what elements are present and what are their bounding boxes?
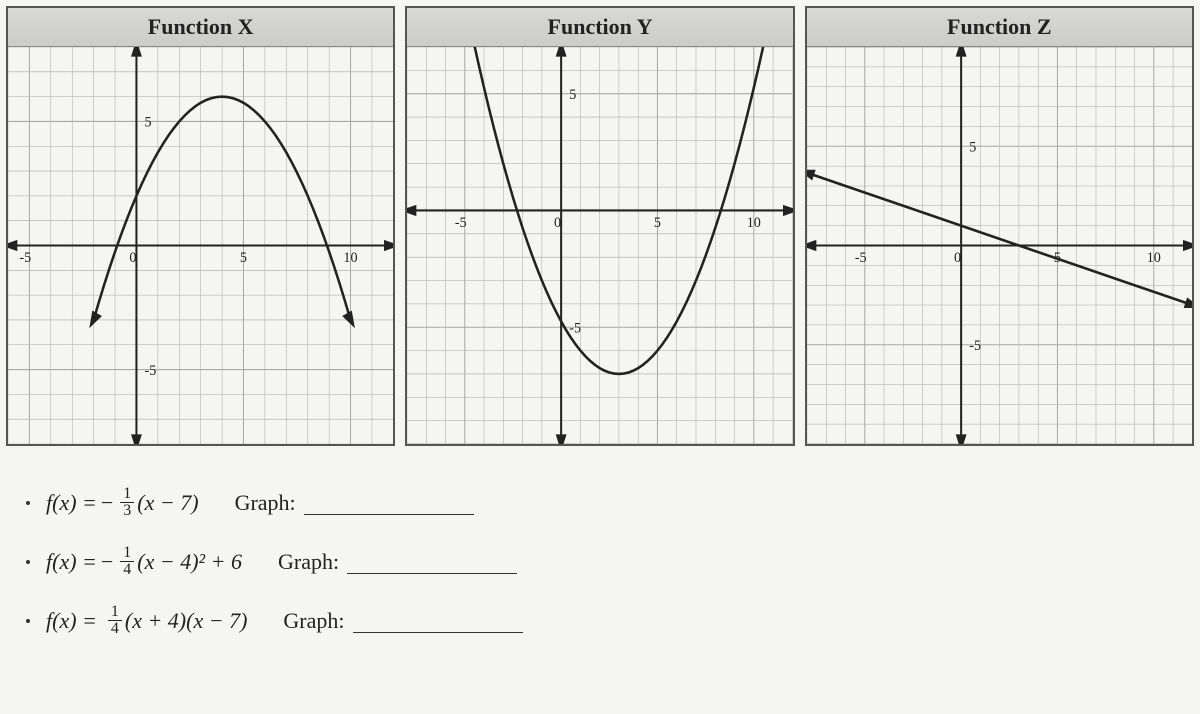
svg-text:5: 5	[240, 250, 247, 266]
eq-sign: −	[101, 549, 113, 575]
graph-label: Graph:	[278, 549, 339, 575]
svg-text:5: 5	[570, 87, 577, 103]
fraction: 1 3	[120, 486, 134, 519]
bullet	[26, 560, 30, 564]
svg-text:-5: -5	[854, 250, 866, 266]
graph-svg: -5 0 5 10 -5 5	[8, 47, 393, 444]
graph-label: Graph:	[283, 608, 344, 634]
frac-den: 3	[120, 503, 134, 519]
graph-body: -5 0 5 10 -5 5	[407, 47, 792, 444]
graph-svg: -50510-55	[807, 47, 1192, 444]
bullet	[26, 619, 30, 623]
panel-header: Function X	[8, 8, 393, 47]
eq-tail: (x − 4)² + 6	[137, 549, 242, 575]
frac-num: 1	[108, 604, 122, 621]
svg-text:10: 10	[1146, 250, 1160, 266]
equation-row: f(x) = 1 4 (x + 4)(x − 7) Graph:	[26, 604, 1194, 637]
graph-panel-2: Function Z-50510-55	[805, 6, 1194, 446]
graphs-row: Function X-50510-55Function Y-50510-55Fu…	[6, 6, 1194, 446]
eq-lhs: f(x) =	[46, 490, 97, 516]
eq-sign: −	[101, 490, 113, 516]
answer-blank-2[interactable]	[347, 549, 517, 573]
frac-num: 1	[120, 545, 134, 562]
frac-num: 1	[120, 486, 134, 503]
svg-text:-5: -5	[145, 363, 157, 379]
equation-row: f(x) = − 1 3 (x − 7) Graph:	[26, 486, 1194, 519]
equations-block: f(x) = − 1 3 (x − 7) Graph: f(x) = − 1 4…	[6, 486, 1194, 637]
frac-den: 4	[108, 621, 122, 637]
svg-text:10: 10	[747, 215, 761, 231]
svg-text:10: 10	[343, 250, 357, 266]
svg-text:5: 5	[969, 139, 976, 155]
fraction: 1 4	[120, 545, 134, 578]
answer-blank-1[interactable]	[304, 490, 474, 514]
svg-text:-5: -5	[570, 320, 582, 336]
svg-text:0: 0	[954, 250, 961, 266]
svg-text:0: 0	[554, 215, 561, 231]
panel-header: Function Y	[407, 8, 792, 47]
equation-2: f(x) = − 1 4 (x − 4)² + 6	[46, 545, 242, 578]
equation-1: f(x) = − 1 3 (x − 7)	[46, 486, 199, 519]
eq-lhs: f(x) =	[46, 549, 97, 575]
panel-header: Function Z	[807, 8, 1192, 47]
eq-tail: (x − 7)	[137, 490, 198, 516]
graph-body: -5 0 5 10 -5 5	[8, 47, 393, 444]
answer-blank-3[interactable]	[353, 608, 523, 632]
bullet	[26, 501, 30, 505]
graph-panel-0: Function X -5 0 5 10 -5 5	[6, 6, 395, 446]
svg-text:0: 0	[129, 250, 136, 266]
graph-label: Graph:	[235, 490, 296, 516]
svg-text:5: 5	[654, 215, 661, 231]
equation-3: f(x) = 1 4 (x + 4)(x − 7)	[46, 604, 247, 637]
svg-text:-5: -5	[455, 215, 467, 231]
graph-svg: -5 0 5 10 -5 5	[407, 47, 792, 444]
equation-row: f(x) = − 1 4 (x − 4)² + 6 Graph:	[26, 545, 1194, 578]
svg-text:-5: -5	[969, 338, 981, 354]
fraction: 1 4	[108, 604, 122, 637]
svg-text:5: 5	[145, 114, 152, 130]
frac-den: 4	[120, 562, 134, 578]
graph-panel-1: Function Y -5 0 5 10 -5 5	[405, 6, 794, 446]
graph-body: -50510-55	[807, 47, 1192, 444]
eq-tail: (x + 4)(x − 7)	[125, 608, 248, 634]
svg-text:-5: -5	[19, 250, 31, 266]
eq-lhs: f(x) =	[46, 608, 97, 634]
